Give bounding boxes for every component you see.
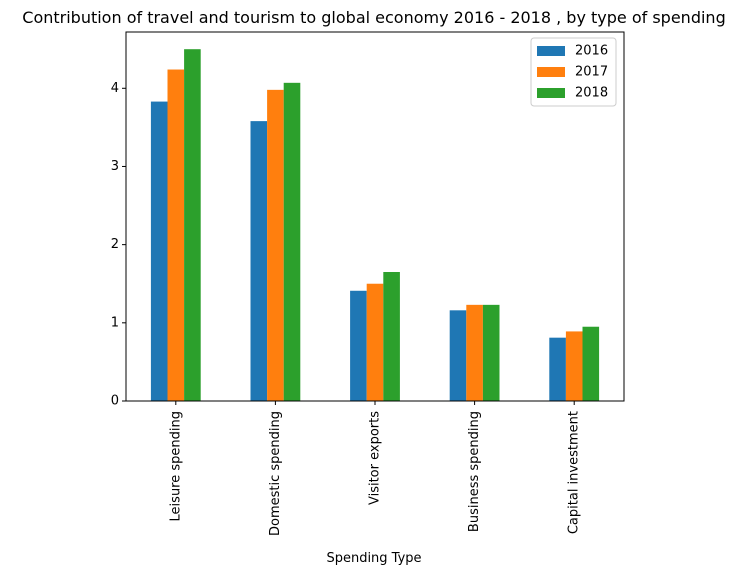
x-axis: Leisure spending Domestic spending Visitor… [168,401,582,536]
legend-label-2017: 2017 [575,65,608,80]
bar-2016-5 [549,337,566,401]
x-tick-label-3: Visitor exports [368,411,383,505]
legend-swatch-2018 [537,88,565,98]
x-tick-label-1: Leisure spending [168,411,183,521]
legend-swatch-2017 [537,67,565,77]
bar-2016-3 [350,290,367,401]
bar-2016-4 [449,310,467,401]
bar-2016-2 [250,121,268,402]
y-tick-label-0: 0 [111,394,119,409]
bar-2018-4 [482,304,500,401]
y-tick-label-4: 4 [111,81,119,96]
plot-frame [125,31,625,402]
legend-swatch-2016 [537,46,565,56]
bars-group [150,49,600,402]
y-tick-label-1: 1 [111,315,119,330]
bar-2018-3 [383,272,400,401]
bar-2017-3 [366,283,384,401]
x-tick-label-2: Domestic spending [268,411,283,536]
bar-2017-5 [565,331,583,401]
bar-2017-2 [267,89,284,402]
bar-2017-1 [167,69,185,401]
y-tick-label-3: 3 [111,159,119,174]
bar-2018-5 [582,326,600,401]
bar-2018-1 [184,49,201,401]
bar-2016-1 [150,101,168,401]
chart-title: Contribution of travel and tourism to gl… [22,8,725,27]
y-axis: 0 1 2 3 4 [111,81,126,409]
x-axis-label: Spending Type [326,551,421,566]
x-tick-label-4: Business spending [467,411,482,532]
bar-2017-4 [466,304,483,401]
bar-2018-2 [283,82,301,402]
x-tick-label-5: Capital investment [567,411,582,534]
legend: 2016 2017 2018 [530,37,617,107]
legend-label-2018: 2018 [575,86,608,101]
legend-label-2016: 2016 [575,44,608,59]
y-tick-label-2: 2 [111,237,119,252]
